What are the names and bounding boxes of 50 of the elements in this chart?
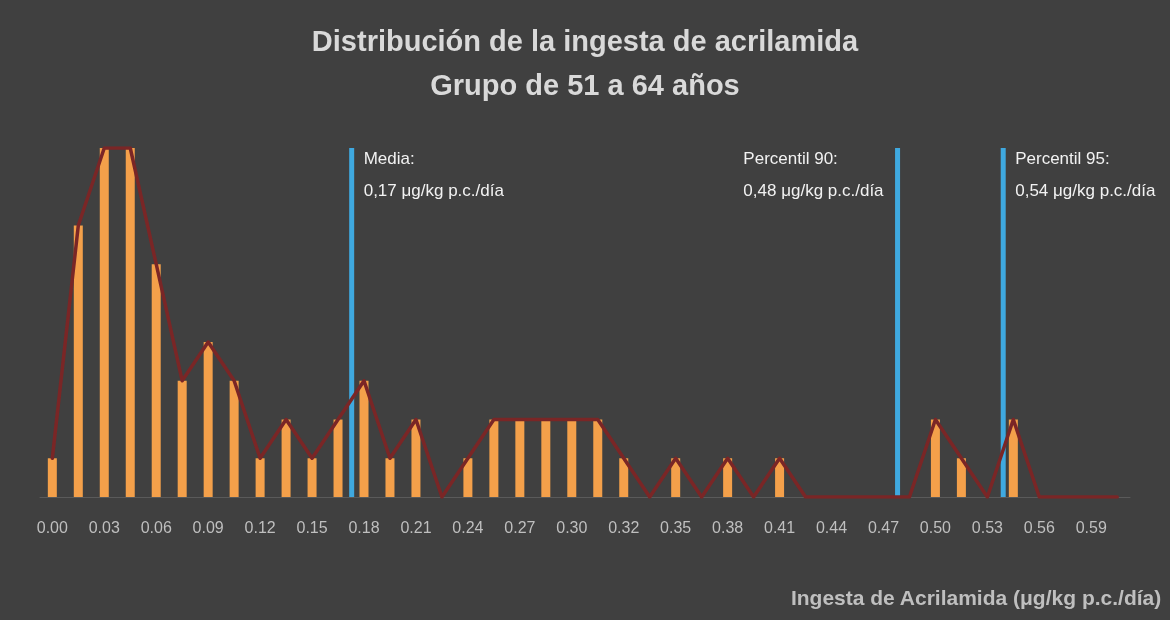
- x-tick-label: 0.24: [452, 518, 484, 536]
- x-tick-label: 0.18: [348, 518, 380, 536]
- ref-line-label: Percentil 95: 0,54 μg/kg p.c./día: [1015, 148, 1156, 200]
- bar: [515, 419, 525, 497]
- x-tick-label: 0.09: [192, 518, 224, 536]
- x-axis-title: Ingesta de Acrilamida (μg/kg p.c./día): [790, 586, 1162, 609]
- x-tick-label: 0.47: [867, 518, 900, 536]
- x-tick-label: 0.41: [764, 518, 796, 536]
- x-tick-label: 0.59: [1075, 518, 1107, 536]
- bar: [619, 458, 629, 497]
- x-tick-label: 0.38: [712, 518, 744, 536]
- x-tick-label: 0.32: [608, 518, 640, 536]
- x-tick-label: 0.56: [1023, 518, 1055, 536]
- x-tick-label: 0.12: [244, 518, 276, 536]
- bar: [203, 342, 213, 497]
- bar: [541, 419, 551, 497]
- bar: [281, 419, 291, 497]
- x-tick-label: 0.44: [815, 518, 848, 536]
- x-tick-label: 0.03: [88, 518, 120, 536]
- x-tick-label: 0.50: [919, 518, 952, 536]
- bar: [593, 419, 603, 497]
- x-tick-label: 0.53: [971, 518, 1004, 536]
- bar: [956, 458, 966, 497]
- bar: [385, 458, 395, 497]
- bar: [99, 148, 109, 497]
- ref-line-label: Percentil 90: 0,48 μg/kg p.c./día: [743, 148, 885, 200]
- bar: [333, 419, 343, 497]
- bar: [255, 458, 265, 497]
- ref-line-label: Media: 0,17 μg/kg p.c./día: [363, 148, 505, 200]
- x-tick-label: 0.27: [504, 518, 536, 536]
- x-tick-label: 0.00: [36, 518, 68, 536]
- bar: [411, 419, 421, 497]
- bar: [359, 380, 369, 497]
- chart-title: Distribución de la ingesta de acrilamida Grupo de 51 a 64 años: [311, 25, 860, 101]
- x-tick-label: 0.21: [400, 518, 432, 536]
- bar: [47, 458, 57, 497]
- bar: [229, 380, 239, 497]
- x-tick-label: 0.06: [140, 518, 172, 536]
- x-tick-label: 0.15: [296, 518, 328, 536]
- bar: [489, 419, 499, 497]
- bar: [930, 419, 940, 497]
- x-tick-label: 0.35: [660, 518, 692, 536]
- bar: [567, 419, 577, 497]
- bar: [307, 458, 317, 497]
- x-tick-label: 0.30: [556, 518, 588, 536]
- bar: [463, 458, 473, 497]
- bar: [151, 264, 161, 497]
- bar: [73, 225, 83, 497]
- bar: [177, 380, 187, 497]
- bar: [125, 148, 135, 497]
